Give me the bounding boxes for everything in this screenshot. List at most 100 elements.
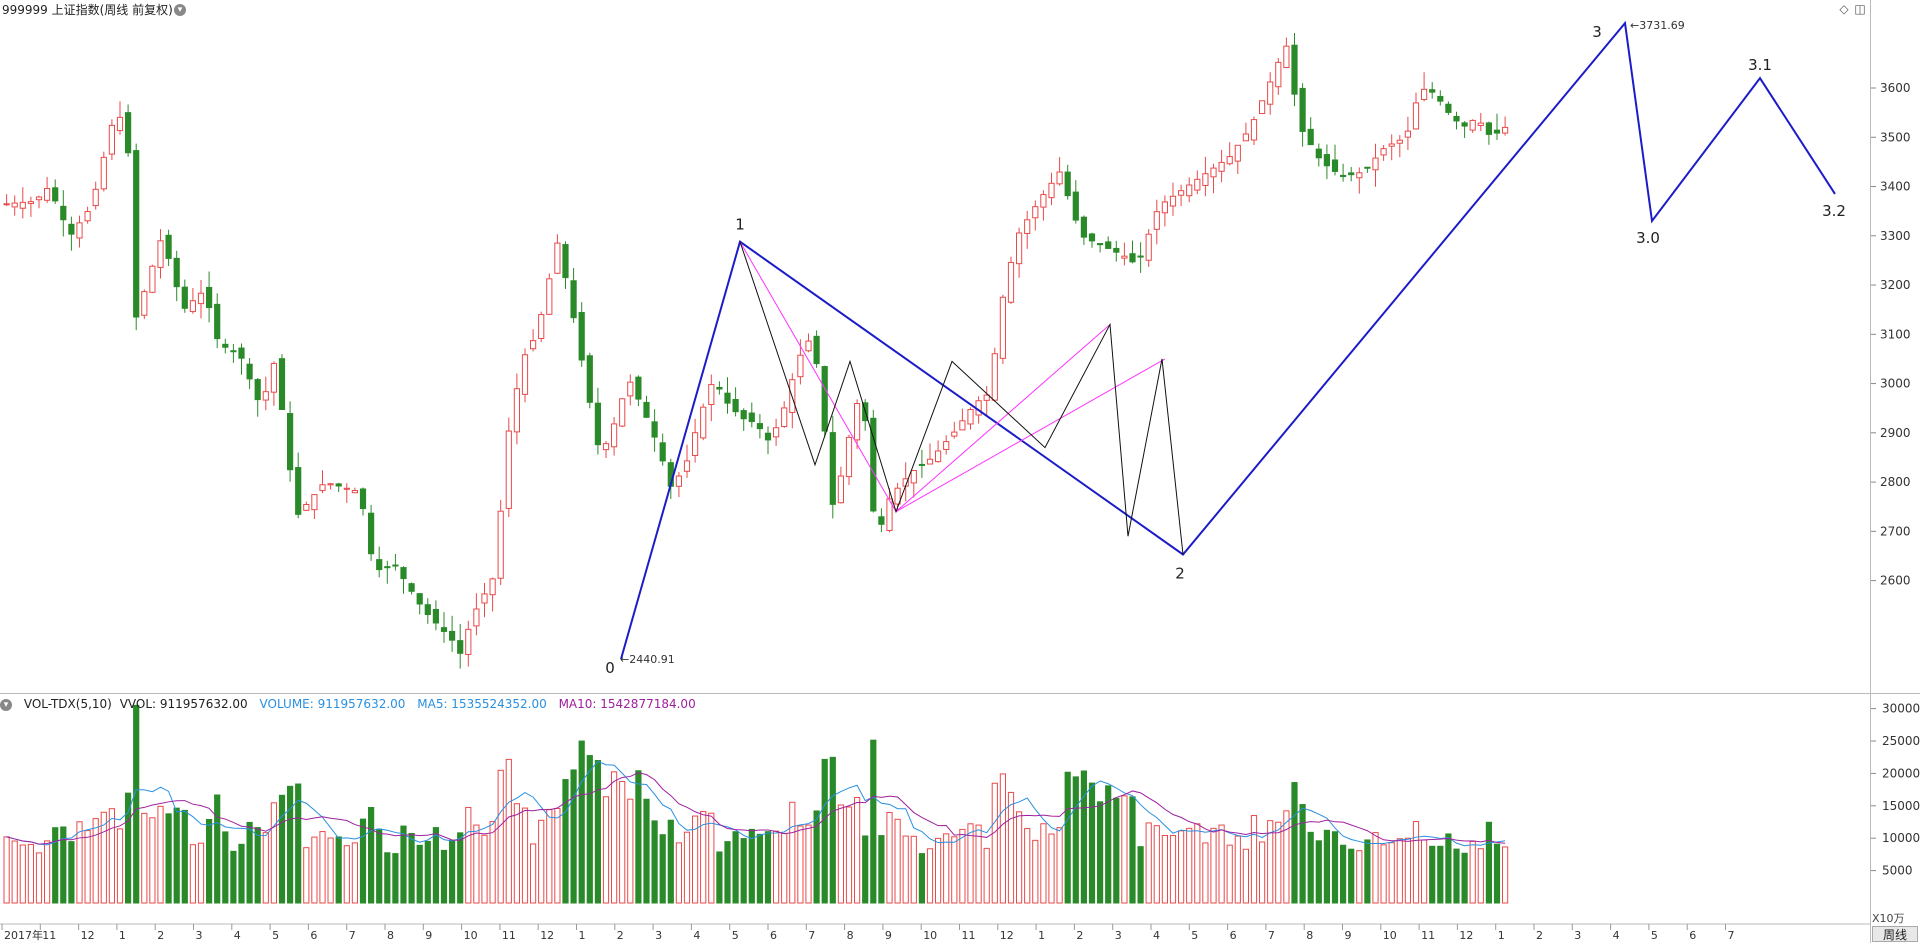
volume-bar [408, 832, 415, 904]
candle-body [886, 498, 893, 531]
candle-body [359, 488, 367, 510]
candle-body [805, 340, 812, 352]
candle-body [84, 211, 91, 222]
volume-bar [781, 832, 788, 904]
candle-body [11, 202, 18, 208]
panel-toggle-icon[interactable]: ◫ [1854, 2, 1866, 16]
candle-body [1291, 44, 1298, 95]
time-axis-label: 11 [962, 929, 976, 942]
candle-body [165, 234, 172, 259]
price-axis-label: 3600 [1880, 81, 1911, 95]
volume-bar [489, 821, 496, 904]
low-price-label: ←2440.91 [620, 653, 675, 666]
volume-bar [627, 798, 634, 904]
candle-body [781, 407, 788, 427]
candle-body [400, 567, 407, 580]
candle-body [1032, 206, 1039, 219]
candle-body [473, 608, 480, 627]
time-axis-label: 7 [1728, 929, 1735, 942]
candle-body [335, 483, 342, 487]
candle-body [1242, 133, 1250, 142]
candle-body [60, 205, 67, 221]
candle-body [1412, 102, 1420, 130]
volume-bar [538, 819, 545, 904]
time-axis-label: 5 [272, 929, 279, 942]
volume-axis-label: 5000 [1882, 864, 1913, 878]
volume-bar [173, 807, 180, 904]
price-axis-label: 3000 [1880, 377, 1911, 391]
candle-body [1437, 95, 1444, 102]
candle-body [489, 578, 496, 596]
volume-bar [1178, 830, 1185, 904]
candle-body [44, 188, 51, 201]
candle-body [262, 391, 269, 401]
candle-body [756, 423, 763, 430]
time-axis-label: 3 [655, 929, 662, 942]
candle-body [1234, 144, 1241, 162]
volume-bar [935, 837, 942, 904]
volume-bar [1453, 848, 1460, 904]
axis-divider [1870, 0, 1871, 943]
volume-bar [368, 807, 375, 904]
candle-body [1477, 122, 1484, 126]
volume-bar [214, 794, 221, 904]
volume-bar [821, 758, 828, 904]
candle-body [3, 203, 10, 206]
candle-body [910, 470, 917, 484]
candle-body [999, 296, 1006, 359]
candle-body [206, 286, 213, 309]
volume-bar [562, 779, 569, 904]
candle-body [457, 640, 464, 654]
candle-body [967, 408, 974, 425]
diamond-icon[interactable]: ◇ [1839, 2, 1849, 16]
volume-bar [1477, 848, 1484, 904]
time-axis-label: 10 [923, 929, 937, 942]
volume-bar [675, 842, 682, 904]
volume-bar [133, 704, 140, 904]
volume-bar [894, 818, 901, 904]
indicator-menu-icon[interactable]: ▾ [0, 698, 12, 711]
candle-body [449, 630, 456, 641]
price-axis-label: 3400 [1880, 180, 1911, 194]
candle-body [392, 564, 399, 567]
time-axis-label: 10 [1383, 929, 1397, 942]
candle-body [505, 430, 512, 509]
time-axis-label: 4 [234, 929, 241, 942]
candle-body [376, 559, 383, 571]
wave-label-3-0: 3.0 [1636, 229, 1660, 247]
volume-bar [983, 847, 990, 904]
volume-bar [1088, 782, 1096, 904]
candle-body [303, 503, 310, 511]
volume-bar [505, 758, 512, 904]
period-selector[interactable]: 周线 [1872, 926, 1918, 942]
candle-body [1202, 173, 1209, 186]
volume-bar [943, 833, 950, 904]
volume-bar [52, 827, 59, 904]
candle-body [343, 487, 350, 490]
volume-bar [206, 818, 213, 904]
volume-bar [84, 830, 91, 904]
time-axis-label: 3 [1574, 929, 1581, 942]
volume-bar [870, 739, 877, 904]
volume-bar [910, 835, 917, 904]
volume-axis-label: 20000 [1882, 766, 1920, 780]
volume-bar [262, 832, 269, 904]
candle-body [773, 427, 780, 438]
candle-body [643, 401, 650, 418]
volume-bar [1485, 821, 1493, 904]
chevron-down-icon[interactable]: ▾ [174, 4, 186, 16]
candle-body [384, 566, 391, 569]
candle-body [1404, 130, 1412, 138]
volume-bar [392, 853, 399, 904]
volume-indicator-name[interactable]: VOL-TDX(5,10) [23, 697, 112, 711]
candle-body [295, 467, 302, 515]
volume-bar [1161, 834, 1169, 904]
volume-bar [554, 807, 561, 904]
volume-bar [1267, 820, 1274, 904]
candle-body [76, 222, 83, 239]
volume-bar [1064, 771, 1071, 904]
candle-body [368, 512, 375, 555]
volume-bar [1105, 785, 1112, 904]
volume-bar [967, 823, 974, 904]
